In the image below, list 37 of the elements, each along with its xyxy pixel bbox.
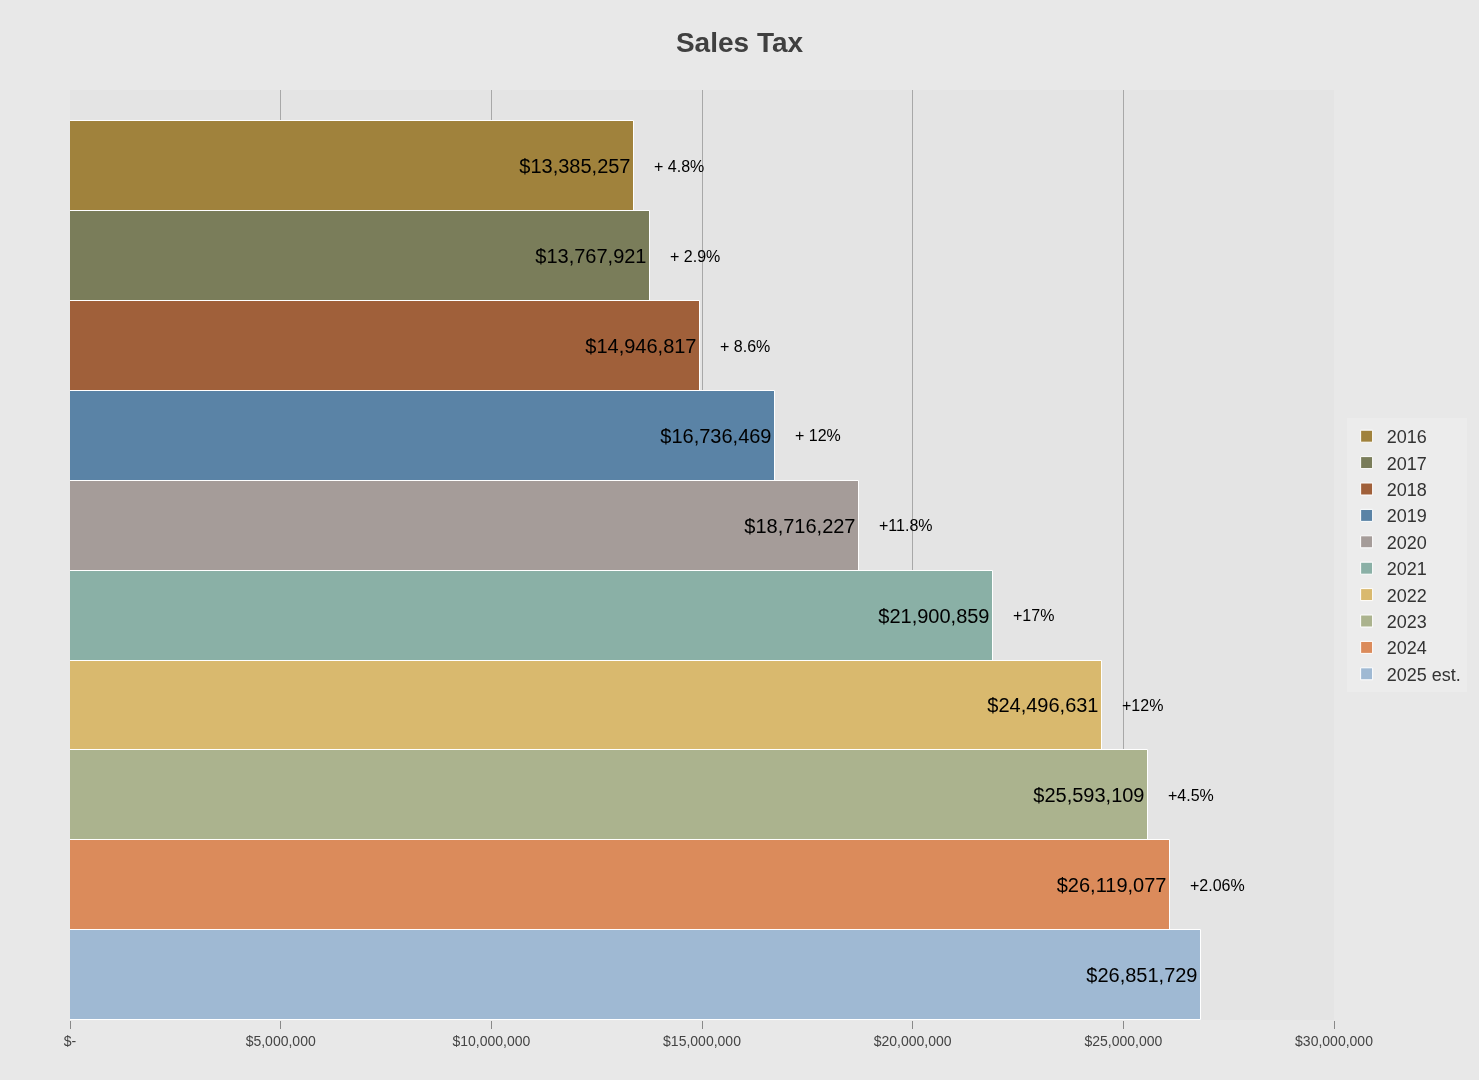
data-label: $24,496,631	[987, 694, 1099, 716]
legend-label: 2021	[1386, 559, 1427, 580]
legend-label: 2025 est.	[1386, 664, 1461, 685]
data-label: $13,767,921	[535, 244, 647, 267]
legend-label: 2022	[1386, 585, 1427, 606]
legend-label: 2018	[1386, 480, 1427, 501]
legend-label: 2023	[1386, 612, 1427, 633]
x-tick-label: $25,000,000	[1084, 1032, 1163, 1049]
annotation: +12%	[1122, 697, 1164, 714]
annotation: + 4.8%	[654, 158, 705, 175]
legend-label: 2019	[1386, 506, 1427, 527]
data-label: $21,900,859	[878, 604, 990, 627]
annotation: +2.06%	[1190, 877, 1245, 894]
chart-title: Sales Tax	[675, 27, 804, 58]
annotation: +4.5%	[1168, 787, 1214, 804]
annotation: + 12%	[795, 427, 841, 444]
legend-label: 2017	[1386, 453, 1427, 474]
data-label: $25,593,109	[1033, 783, 1145, 806]
x-tick-label: $20,000,000	[873, 1032, 952, 1049]
x-tick-label: $30,000,000	[1295, 1032, 1374, 1049]
x-tick-label: $5,000,000	[245, 1032, 316, 1049]
data-label: $13,385,257	[519, 154, 631, 177]
legend-label: 2020	[1386, 532, 1427, 553]
data-label: $26,119,077	[1056, 873, 1167, 896]
x-tick-label: $15,000,000	[663, 1032, 742, 1049]
annotation: +11.8%	[879, 517, 933, 534]
annotation: + 2.9%	[670, 248, 721, 265]
data-label: $18,716,227	[744, 514, 856, 537]
annotation: + 8.6%	[720, 338, 771, 355]
legend-label: 2016	[1386, 427, 1427, 448]
annotation: +17%	[1013, 607, 1055, 624]
data-label: $16,736,469	[660, 424, 772, 447]
legend-label: 2024	[1386, 638, 1427, 659]
data-label: $26,851,729	[1086, 963, 1198, 986]
x-tick-label: $10,000,000	[452, 1032, 531, 1049]
data-label: $14,946,817	[585, 334, 697, 357]
x-tick-label: $-	[63, 1032, 77, 1049]
